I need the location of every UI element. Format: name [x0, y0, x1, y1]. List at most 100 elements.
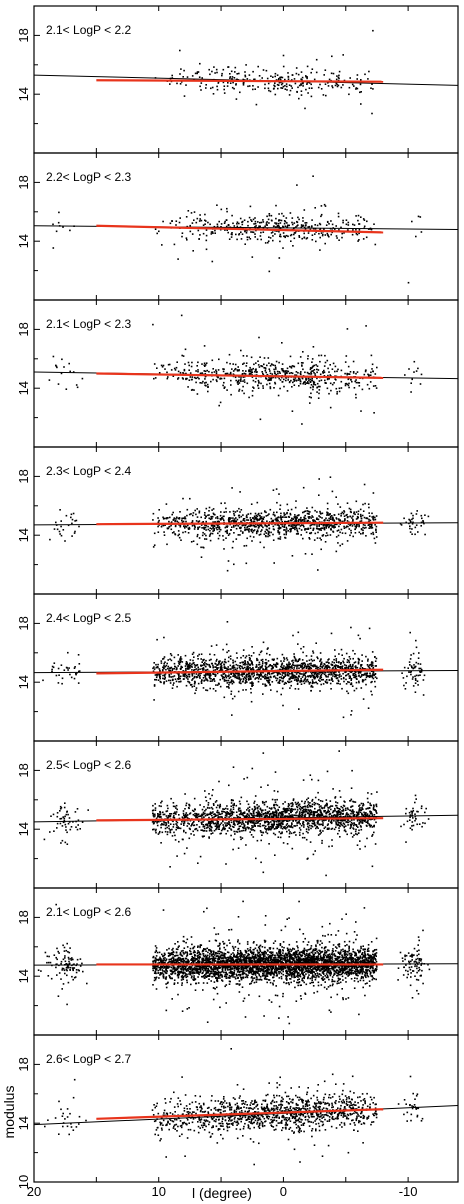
data-point [294, 665, 296, 667]
data-point [304, 228, 307, 230]
data-point [279, 219, 281, 221]
data-point [346, 690, 348, 693]
data-point [357, 634, 360, 637]
data-point [289, 663, 291, 665]
data-point [284, 681, 286, 684]
data-point [260, 365, 262, 367]
data-point [201, 661, 203, 663]
data-point [213, 529, 215, 532]
data-point [354, 673, 357, 676]
data-point [324, 69, 327, 71]
data-point [260, 659, 263, 661]
data-point [310, 672, 313, 675]
data-point [245, 64, 247, 66]
data-point [353, 512, 355, 515]
data-point [371, 651, 374, 653]
data-point [250, 529, 253, 531]
data-point [283, 220, 286, 222]
data-point [333, 661, 336, 664]
data-point [330, 632, 333, 635]
data-point [280, 811, 283, 813]
red-fit-line [96, 668, 384, 675]
data-point [310, 655, 313, 657]
data-point [152, 519, 154, 521]
data-point [319, 537, 321, 539]
data-point [222, 539, 225, 541]
data-point [349, 510, 352, 513]
data-point [178, 681, 180, 683]
data-point [50, 815, 52, 817]
data-point [257, 65, 259, 68]
data-point [178, 677, 180, 679]
data-point [257, 221, 259, 223]
data-point [369, 381, 372, 383]
data-point [311, 377, 313, 380]
data-point [333, 658, 335, 661]
data-point [179, 525, 182, 528]
data-point [296, 529, 298, 532]
data-point [196, 508, 198, 510]
data-point [210, 830, 213, 832]
data-point [250, 660, 252, 662]
data-point [70, 516, 72, 519]
data-point [371, 826, 374, 828]
data-point [336, 518, 338, 520]
data-point [412, 817, 414, 819]
data-point [281, 653, 284, 656]
data-point [193, 211, 196, 213]
data-point [316, 368, 318, 371]
data-point [262, 641, 265, 644]
data-point [411, 528, 413, 530]
data-point [261, 824, 264, 827]
data-point [224, 667, 227, 669]
data-point [264, 673, 267, 676]
data-point [293, 679, 296, 681]
data-point [332, 72, 335, 75]
data-point [185, 520, 187, 523]
data-point [291, 814, 293, 816]
data-point [258, 661, 261, 664]
data-point [257, 813, 260, 816]
data-point [223, 811, 226, 813]
data-point [202, 668, 205, 670]
data-point [284, 673, 286, 675]
data-point [296, 517, 298, 519]
data-point [278, 672, 280, 674]
data-point [284, 220, 287, 223]
data-point [219, 378, 221, 380]
data-point [306, 237, 309, 239]
data-point [286, 664, 289, 667]
data-point [191, 669, 193, 671]
data-point [351, 233, 354, 236]
data-point [251, 373, 253, 376]
data-point [362, 802, 364, 805]
data-point [346, 328, 349, 330]
data-point [251, 376, 254, 378]
data-point [276, 657, 279, 660]
data-point [179, 524, 182, 527]
data-point [168, 520, 170, 523]
data-point [338, 239, 340, 241]
data-point [285, 533, 287, 536]
data-point [243, 372, 246, 375]
data-point [264, 83, 266, 86]
data-point [325, 224, 328, 226]
data-point [221, 675, 223, 677]
data-point [412, 517, 414, 520]
data-point [239, 665, 241, 667]
data-point [202, 659, 204, 661]
data-point [274, 381, 276, 384]
data-point [159, 675, 161, 677]
data-point [255, 368, 257, 370]
data-point [233, 674, 235, 676]
data-point [331, 524, 333, 527]
data-point [200, 556, 203, 558]
data-point [297, 679, 300, 682]
data-point [251, 672, 253, 675]
data-point [320, 663, 322, 666]
data-point [293, 674, 295, 677]
data-point [362, 679, 365, 682]
data-point [185, 802, 188, 805]
data-point [292, 518, 295, 520]
data-point [275, 677, 277, 679]
